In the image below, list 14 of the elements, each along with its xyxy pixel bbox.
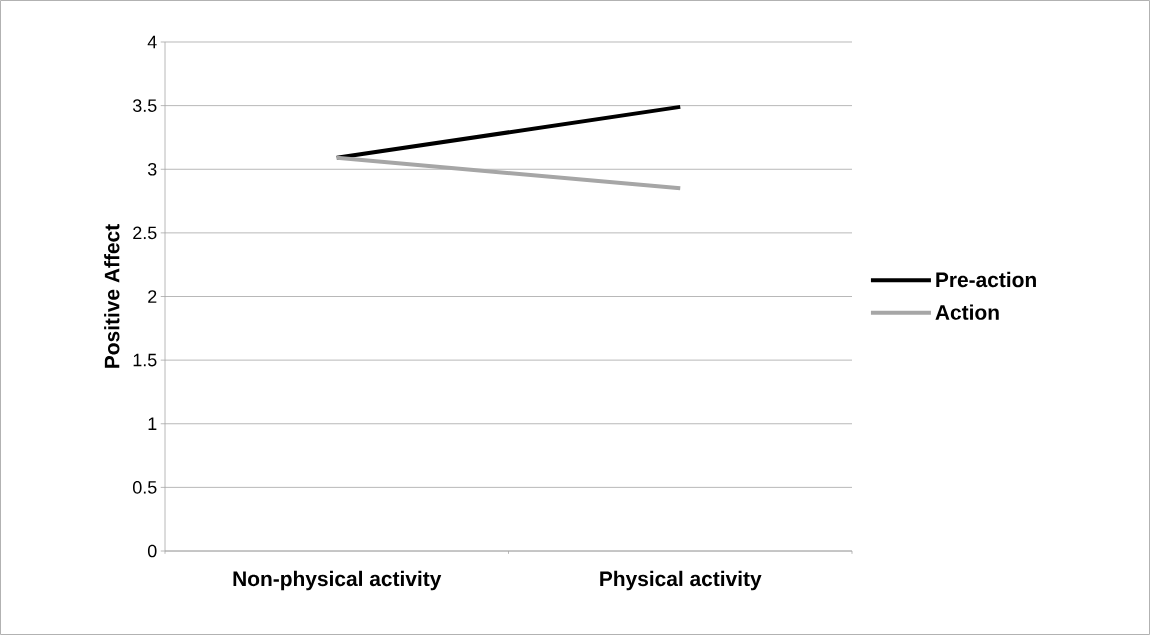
y-axis-title: Positive Affect (104, 224, 120, 368)
y-tick-label: 3.5 (132, 99, 157, 112)
y-tick-label: 0.5 (133, 481, 157, 494)
y-tick-label: 0 (147, 544, 157, 558)
y-tick-label: 1 (148, 417, 157, 430)
x-tick-label: Physical activity (600, 570, 762, 591)
y-tick-label: 3 (147, 162, 157, 176)
y-tick-label: 2.5 (133, 226, 157, 240)
legend-label: Pre-action (936, 271, 1036, 288)
y-tick-label: 4 (147, 35, 157, 49)
y-tick-label: 1.5 (133, 353, 157, 367)
x-tick-label: Non-physical activity (233, 570, 442, 591)
y-tick-label: 2 (148, 290, 157, 303)
legend-label: Action (935, 304, 999, 320)
